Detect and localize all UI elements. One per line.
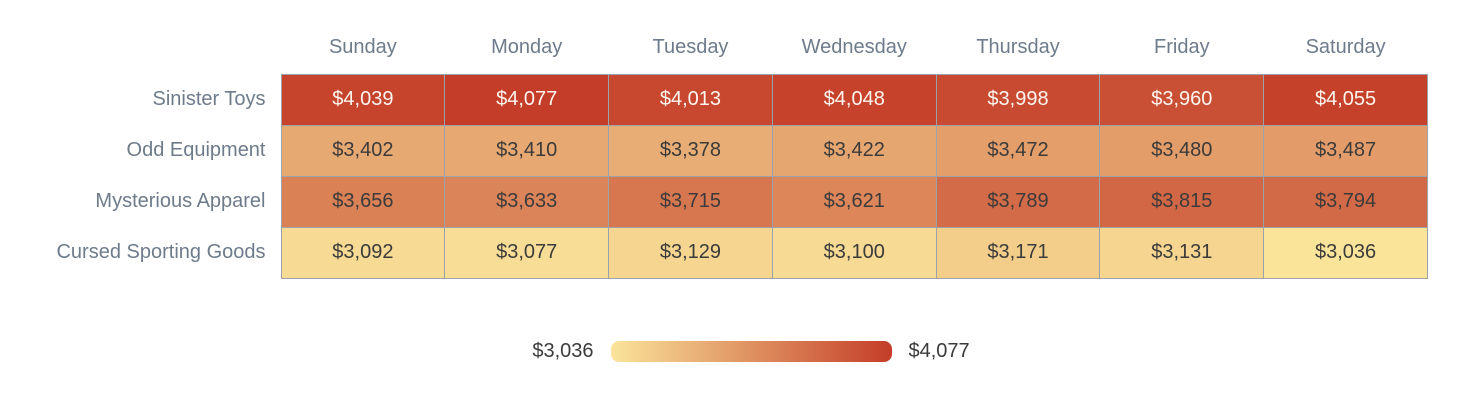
- heatmap-cell: $4,048: [771, 73, 937, 126]
- heatmap-cell: $3,621: [771, 175, 937, 228]
- column-header: Friday: [1154, 35, 1210, 58]
- heatmap-cell: $3,422: [771, 124, 937, 177]
- column-header: Wednesday: [801, 35, 907, 58]
- heatmap-cell: $3,036: [1263, 226, 1428, 279]
- heatmap-row: Sinister Toys $4,039 $4,077 $4,013 $4,048 $3,…: [0, 73, 1428, 126]
- legend-min-label: $3,036: [532, 339, 594, 362]
- column-header: Thursday: [976, 35, 1060, 58]
- heatmap-cell: $3,633: [444, 175, 610, 228]
- heatmap-cell: $3,960: [1099, 73, 1265, 126]
- legend-gradient-bar: [610, 340, 892, 362]
- heatmap-table: Sunday Monday Tuesday Wednesday Thursday Frid…: [0, 27, 1428, 279]
- heatmap-cell: $3,378: [608, 124, 773, 177]
- row-label: Odd Equipment: [126, 139, 266, 161]
- heatmap-cell: $4,055: [1263, 73, 1428, 126]
- legend-max-label: $4,077: [908, 339, 970, 362]
- column-header: Monday: [491, 35, 563, 58]
- heatmap-chart: Sunday Monday Tuesday Wednesday Thursday Frid…: [0, 27, 1470, 363]
- heatmap-cell: $3,480: [1099, 124, 1265, 177]
- heatmap-cell: $3,472: [935, 124, 1101, 177]
- row-label: Sinister Toys: [152, 88, 266, 110]
- heatmap-cell: $3,100: [771, 226, 937, 279]
- heatmap-row: Odd Equipment $3,402 $3,410 $3,378 $3,422 $3,…: [0, 124, 1428, 177]
- heatmap-cell: $3,171: [935, 226, 1101, 279]
- color-legend: $3,036 $4,077: [16, 340, 1470, 363]
- heatmap-body: Sinister Toys $4,039 $4,077 $4,013 $4,048 $3,…: [0, 73, 1428, 279]
- heatmap-cell: $3,077: [444, 226, 610, 279]
- column-header: Saturday: [1305, 35, 1386, 58]
- heatmap-cell: $3,402: [280, 124, 446, 177]
- heatmap-cell: $3,129: [608, 226, 773, 279]
- heatmap-cell: $3,794: [1263, 175, 1428, 228]
- heatmap-cell: $4,039: [280, 73, 446, 126]
- corner-cell: [0, 27, 281, 74]
- heatmap-cell: $3,410: [444, 124, 610, 177]
- heatmap-row: Cursed Sporting Goods $3,092 $3,077 $3,129 $…: [0, 226, 1428, 279]
- heatmap-cell: $3,715: [608, 175, 773, 228]
- heatmap-cell: $4,077: [444, 73, 610, 126]
- heatmap-cell: $4,013: [608, 73, 773, 126]
- heatmap-cell: $3,789: [935, 175, 1101, 228]
- heatmap-cell: $3,092: [280, 226, 446, 279]
- heatmap-cell: $3,656: [280, 175, 446, 228]
- row-label: Cursed Sporting Goods: [56, 241, 266, 263]
- row-label: Mysterious Apparel: [95, 190, 266, 212]
- heatmap-cell: $3,815: [1099, 175, 1265, 228]
- heatmap-row: Mysterious Apparel $3,656 $3,633 $3,715 $3,6…: [0, 175, 1428, 228]
- header-row: Sunday Monday Tuesday Wednesday Thursday Frid…: [0, 27, 1428, 74]
- column-header: Sunday: [328, 35, 397, 58]
- heatmap-cell: $3,487: [1263, 124, 1428, 177]
- heatmap-cell: $3,131: [1099, 226, 1265, 279]
- column-header: Tuesday: [652, 35, 729, 58]
- heatmap-cell: $3,998: [935, 73, 1101, 126]
